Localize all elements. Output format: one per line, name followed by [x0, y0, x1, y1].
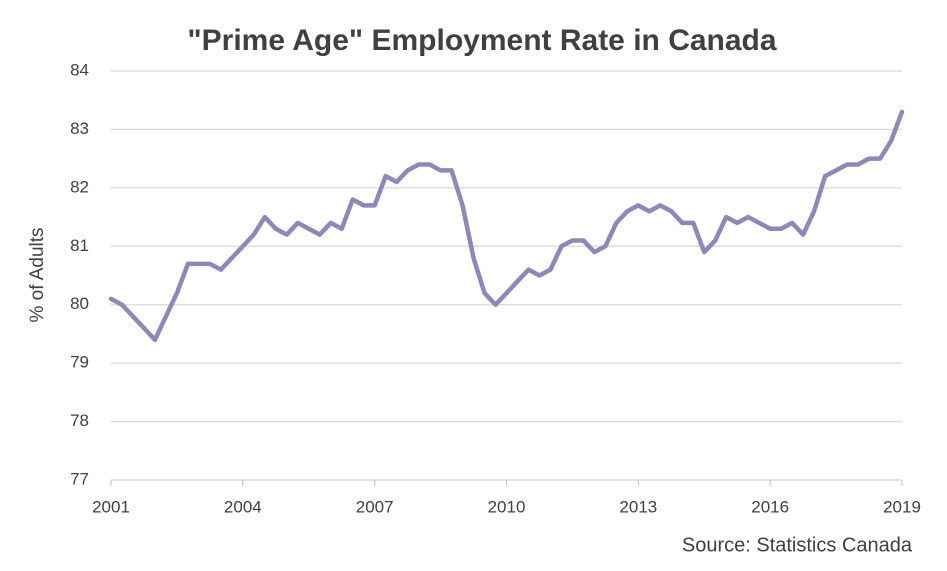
data-line: [108, 109, 905, 343]
x-tick-label: 2016: [751, 497, 789, 516]
y-tick-label: 82: [70, 177, 89, 196]
y-tick-label: 83: [70, 119, 89, 138]
x-tick-label: 2004: [224, 497, 262, 516]
y-tick-label: 79: [70, 353, 89, 372]
x-tick-label: 2013: [619, 497, 657, 516]
y-tick-label: 81: [70, 236, 89, 255]
y-tick-label: 80: [70, 294, 89, 313]
x-tick-label: 2007: [356, 497, 394, 516]
y-tick-label: 78: [70, 411, 89, 430]
x-tick-label: 2001: [92, 497, 130, 516]
chart-title: "Prime Age" Employment Rate in Canada: [187, 24, 776, 57]
source-note: Source: Statistics Canada: [682, 534, 913, 556]
x-tick-label: 2010: [488, 497, 526, 516]
y-tick-label: 84: [70, 60, 89, 79]
y-tick-label: 77: [70, 469, 89, 488]
y-axis-label: % of Adults: [27, 227, 48, 322]
x-tick-label: 2019: [883, 497, 921, 516]
